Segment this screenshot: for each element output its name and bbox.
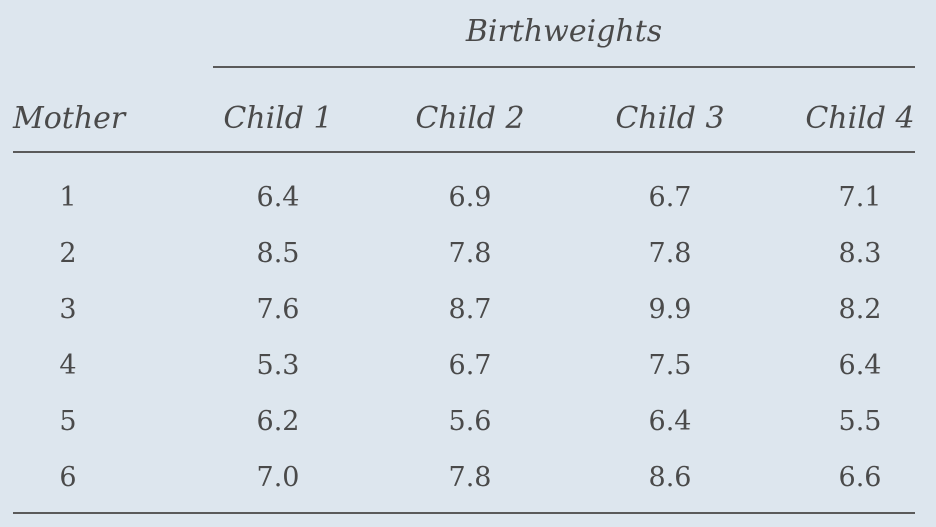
group-header-birthweights: Birthweights xyxy=(465,14,663,49)
child-3-cell: 7.5 xyxy=(648,350,692,381)
child-4-cell: 6.4 xyxy=(838,350,882,381)
child-1-cell: 7.6 xyxy=(256,294,300,325)
child-2-cell: 8.7 xyxy=(448,294,492,325)
child-3-cell: 8.6 xyxy=(648,462,692,493)
child-2-cell: 5.6 xyxy=(448,406,492,437)
table-row: 1 6.4 6.9 6.7 7.1 xyxy=(0,170,936,226)
child-2-cell: 6.9 xyxy=(448,182,492,213)
table-row: 3 7.6 8.7 9.9 8.2 xyxy=(0,282,936,338)
table-row: 6 7.0 7.8 8.6 6.6 xyxy=(0,450,936,506)
child-1-cell: 6.4 xyxy=(256,182,300,213)
mother-cell: 4 xyxy=(59,350,77,381)
mother-cell: 1 xyxy=(59,182,77,213)
column-header-child-2: Child 2 xyxy=(415,101,525,136)
mother-cell: 2 xyxy=(59,238,77,269)
child-3-cell: 6.7 xyxy=(648,182,692,213)
table-row: 2 8.5 7.8 7.8 8.3 xyxy=(0,226,936,282)
child-4-cell: 6.6 xyxy=(838,462,882,493)
group-header-rule xyxy=(213,66,915,68)
child-2-cell: 7.8 xyxy=(448,462,492,493)
child-4-cell: 8.2 xyxy=(838,294,882,325)
mother-cell: 6 xyxy=(59,462,77,493)
child-1-cell: 8.5 xyxy=(256,238,300,269)
child-1-cell: 5.3 xyxy=(256,350,300,381)
child-1-cell: 6.2 xyxy=(256,406,300,437)
child-4-cell: 7.1 xyxy=(838,182,882,213)
mother-cell: 5 xyxy=(59,406,77,437)
child-2-cell: 6.7 xyxy=(448,350,492,381)
child-1-cell: 7.0 xyxy=(256,462,300,493)
child-3-cell: 9.9 xyxy=(648,294,692,325)
column-header-child-4: Child 4 xyxy=(805,101,915,136)
column-header-row: Mother Child 1 Child 2 Child 3 Child 4 xyxy=(0,99,936,139)
column-header-child-3: Child 3 xyxy=(615,101,725,136)
child-4-cell: 8.3 xyxy=(838,238,882,269)
column-header-mother: Mother xyxy=(13,101,126,136)
child-3-cell: 6.4 xyxy=(648,406,692,437)
column-header-child-1: Child 1 xyxy=(223,101,333,136)
table-row: 4 5.3 6.7 7.5 6.4 xyxy=(0,338,936,394)
table-body: 1 6.4 6.9 6.7 7.1 2 8.5 7.8 7.8 8.3 3 7.… xyxy=(0,170,936,506)
child-3-cell: 7.8 xyxy=(648,238,692,269)
bottom-rule xyxy=(13,512,915,514)
child-4-cell: 5.5 xyxy=(838,406,882,437)
header-rule xyxy=(13,151,915,153)
mother-cell: 3 xyxy=(59,294,77,325)
table-row: 5 6.2 5.6 6.4 5.5 xyxy=(0,394,936,450)
child-2-cell: 7.8 xyxy=(448,238,492,269)
